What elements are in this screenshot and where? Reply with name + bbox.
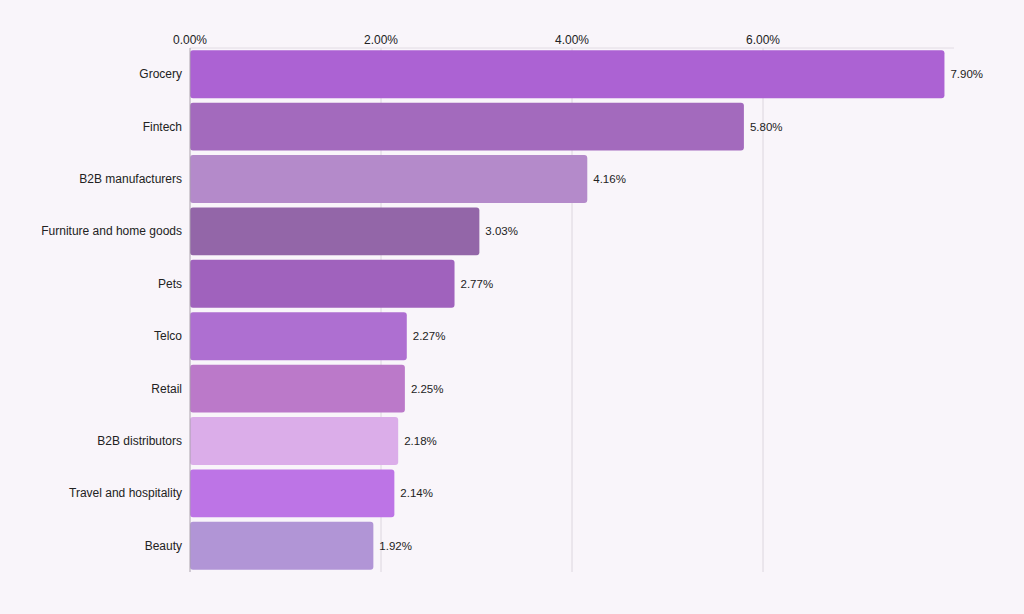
category-label: Furniture and home goods (41, 224, 182, 238)
data-label: 2.14% (400, 487, 433, 499)
data-label: 1.92% (379, 540, 412, 552)
chart-container: 0.00% 2.00% 4.00% 6.00% Grocery 7.90% Fintech 5… (0, 0, 1024, 614)
data-label: 2.27% (413, 330, 446, 342)
bar (190, 365, 405, 413)
bar (190, 50, 944, 98)
category-label: Pets (158, 277, 182, 291)
bar (190, 103, 744, 151)
category-label: B2B distributors (97, 434, 182, 448)
data-label: 2.77% (461, 278, 494, 290)
bar (190, 522, 373, 570)
category-label: Fintech (143, 120, 182, 134)
bars (190, 50, 944, 570)
data-label: 2.25% (411, 383, 444, 395)
tick-label: 2.00% (364, 33, 398, 47)
data-label: 3.03% (485, 225, 518, 237)
bar (190, 312, 407, 360)
bar (190, 207, 479, 255)
data-label: 2.18% (404, 435, 437, 447)
tick-label: 0.00% (173, 33, 207, 47)
tick-label: 6.00% (746, 33, 780, 47)
bar (190, 469, 394, 517)
data-label: 7.90% (950, 68, 983, 80)
data-label: 5.80% (750, 121, 783, 133)
data-label: 4.16% (593, 173, 626, 185)
category-label: Retail (151, 382, 182, 396)
x-axis-line (190, 48, 954, 49)
category-label: Telco (154, 329, 182, 343)
category-label: Grocery (139, 67, 182, 81)
bar (190, 417, 398, 465)
bar (190, 260, 455, 308)
tick-label: 4.00% (555, 33, 589, 47)
y-axis-line (190, 48, 191, 572)
category-label: B2B manufacturers (79, 172, 182, 186)
chart-svg: 0.00% 2.00% 4.00% 6.00% Grocery 7.90% Fintech 5… (0, 0, 1024, 614)
bar (190, 155, 587, 203)
category-label: Beauty (145, 539, 182, 553)
category-label: Travel and hospitality (69, 486, 182, 500)
